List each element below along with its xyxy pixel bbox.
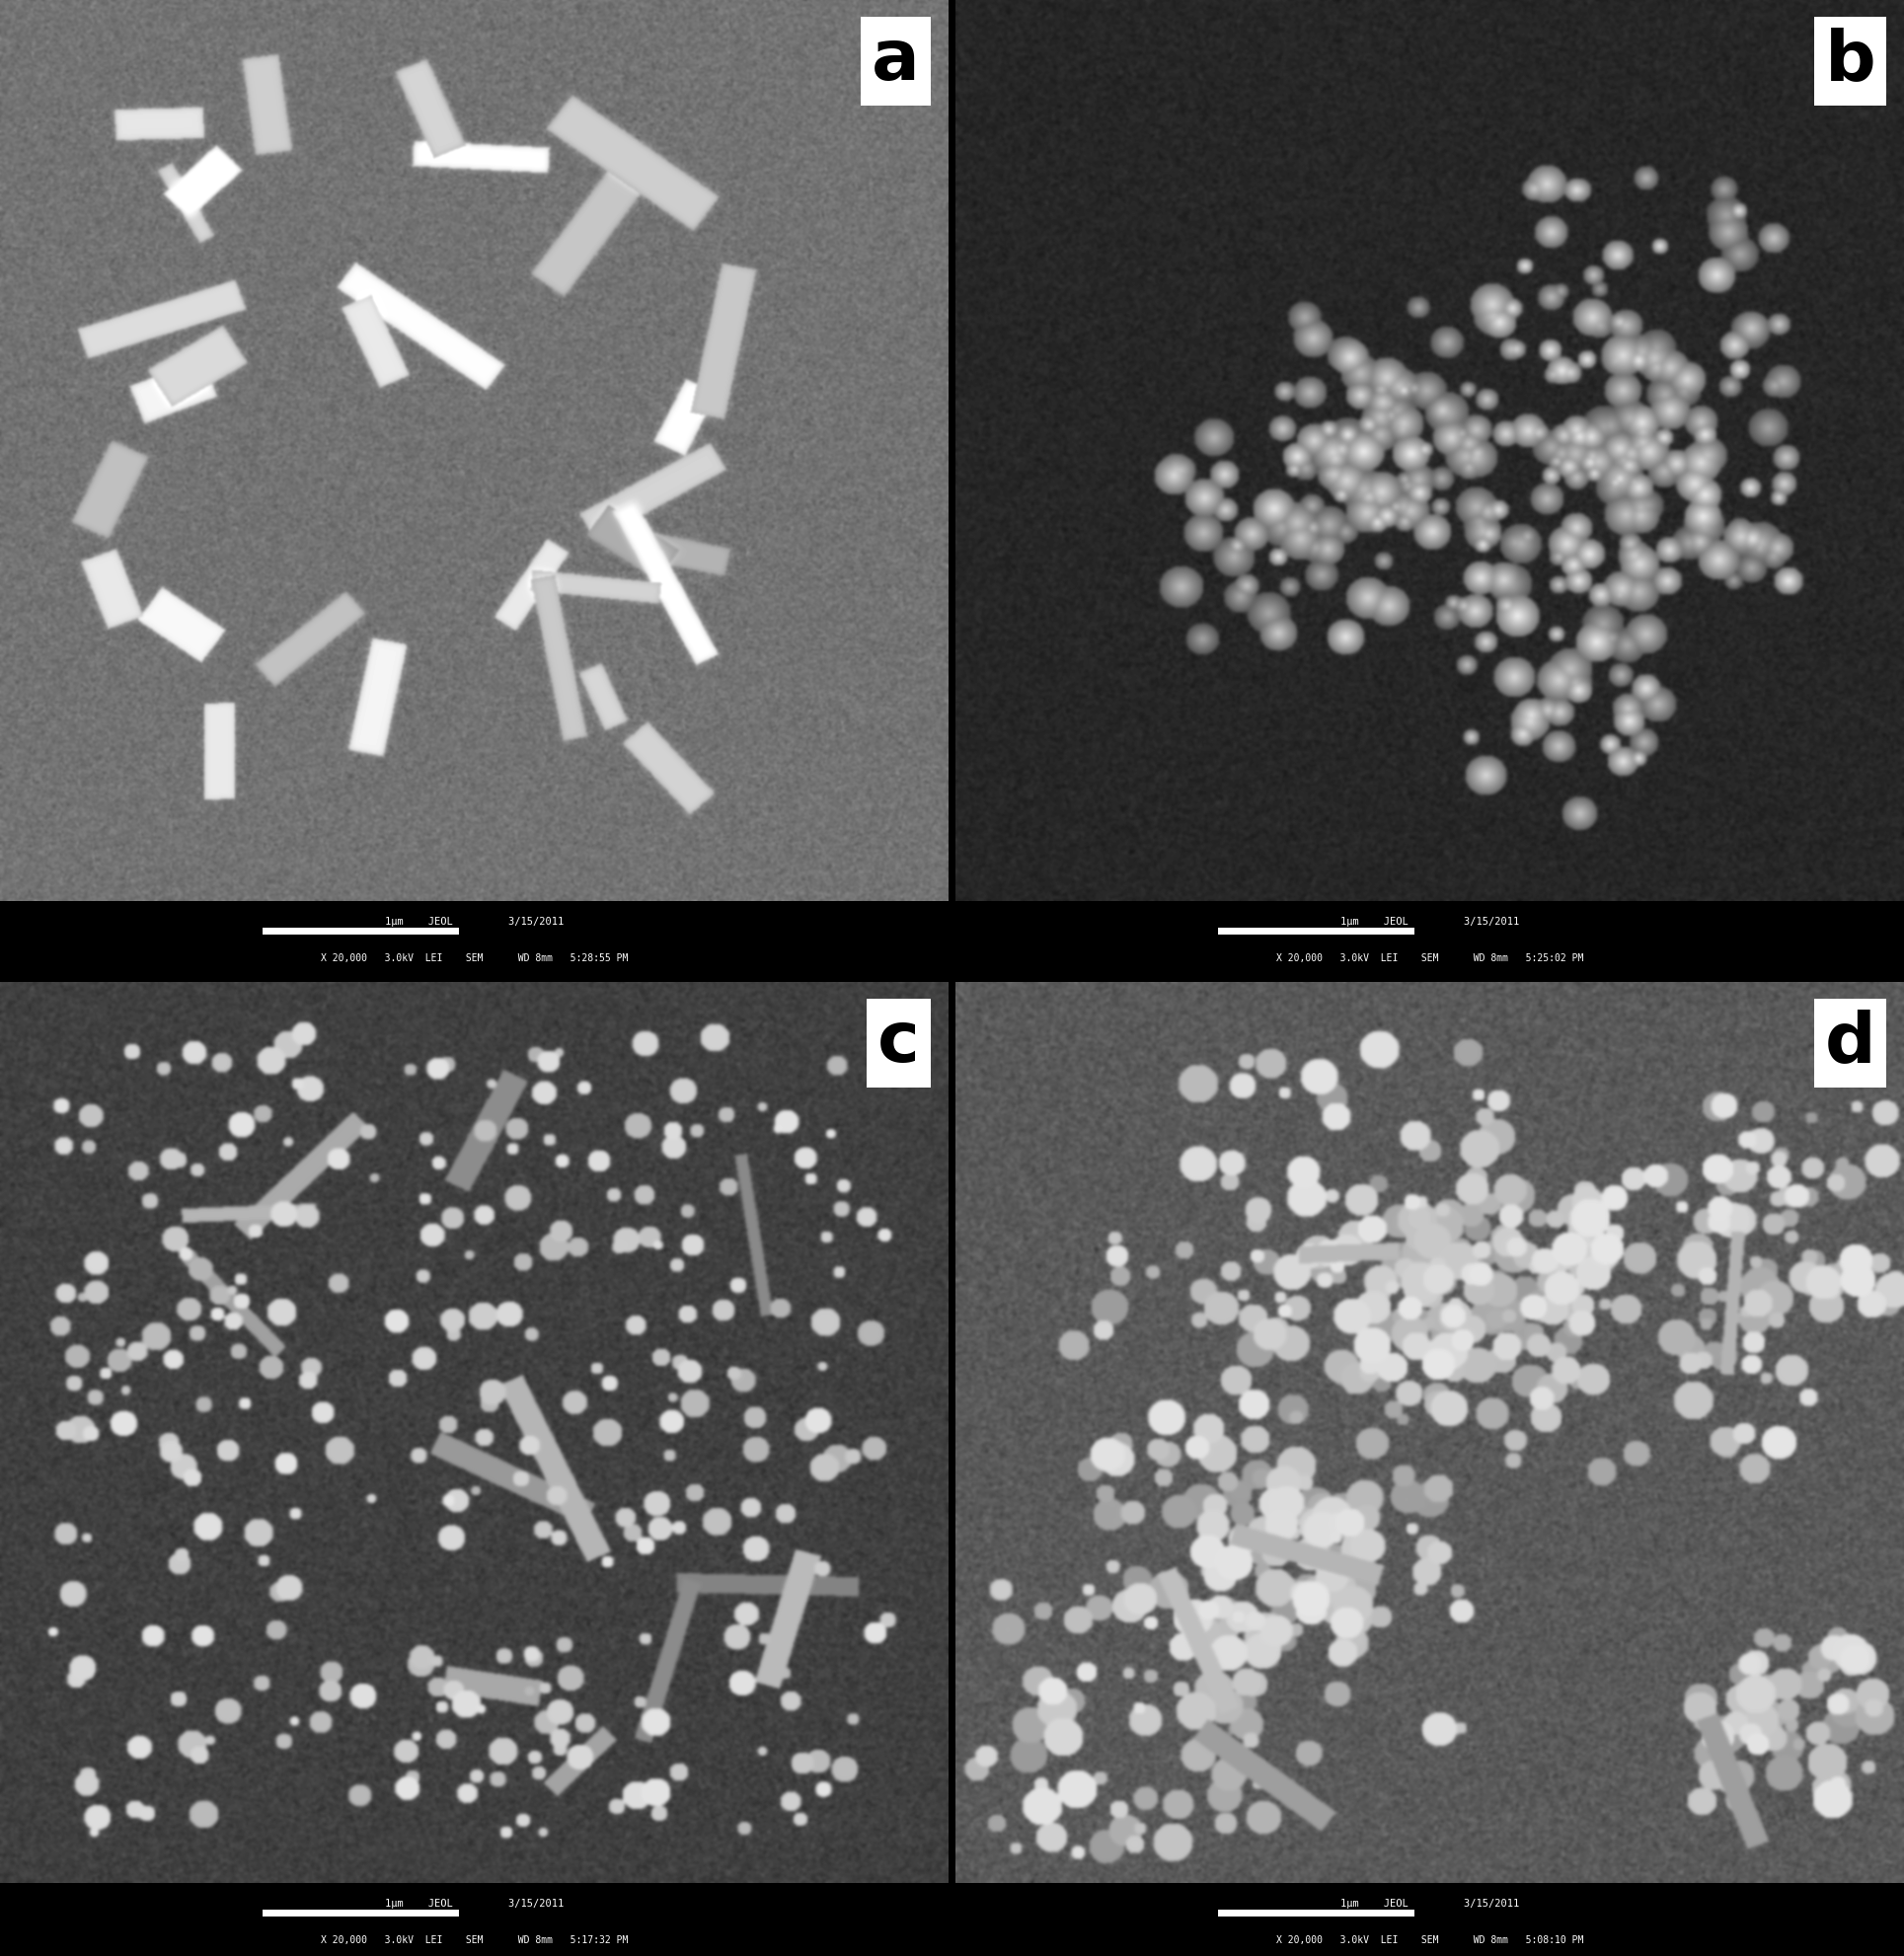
Text: b: b: [1824, 27, 1875, 96]
Text: 1μm    JEOL         3/15/2011: 1μm JEOL 3/15/2011: [1340, 917, 1519, 927]
Text: X 20,000   3.0kV  LEI    SEM      WD 8mm   5:08:10 PM: X 20,000 3.0kV LEI SEM WD 8mm 5:08:10 PM: [1276, 1934, 1584, 1944]
Text: d: d: [1824, 1009, 1875, 1078]
Text: X 20,000   3.0kV  LEI    SEM      WD 8mm   5:17:32 PM: X 20,000 3.0kV LEI SEM WD 8mm 5:17:32 PM: [320, 1934, 628, 1944]
Text: X 20,000   3.0kV  LEI    SEM      WD 8mm   5:28:55 PM: X 20,000 3.0kV LEI SEM WD 8mm 5:28:55 PM: [320, 953, 628, 962]
Text: 1μm    JEOL         3/15/2011: 1μm JEOL 3/15/2011: [385, 917, 564, 927]
Text: c: c: [878, 1009, 920, 1078]
Text: 1μm    JEOL         3/15/2011: 1μm JEOL 3/15/2011: [1340, 1899, 1519, 1909]
Text: a: a: [872, 27, 920, 96]
Text: X 20,000   3.0kV  LEI    SEM      WD 8mm   5:25:02 PM: X 20,000 3.0kV LEI SEM WD 8mm 5:25:02 PM: [1276, 953, 1584, 962]
Text: 1μm    JEOL         3/15/2011: 1μm JEOL 3/15/2011: [385, 1899, 564, 1909]
